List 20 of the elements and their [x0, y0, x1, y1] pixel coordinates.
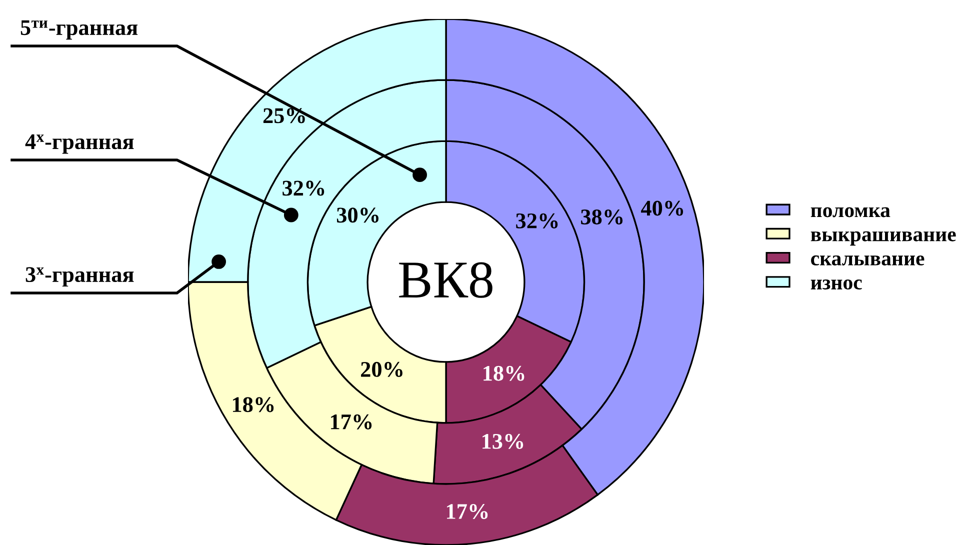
legend-label: скалывание: [811, 255, 924, 266]
legend-label: поломка: [810, 207, 890, 218]
data-label: 17%: [331, 414, 372, 430]
slice-label: 5$^{ти}$-гранная: [20, 20, 138, 40]
slice-label: 3$^{х}$-гранная: [26, 267, 134, 287]
data-label: 32%: [516, 213, 558, 228]
slice-label: 4$^{х}$-гранная: [25, 134, 134, 154]
data-label: 18%: [232, 397, 274, 412]
data-label: 17%: [447, 504, 488, 520]
data-label: 20%: [361, 362, 402, 377]
text: ВК8: [399, 262, 492, 298]
data-label: 13%: [482, 434, 524, 449]
data-label: 18%: [484, 366, 524, 381]
legend-label: износ: [810, 280, 862, 290]
data-label: 30%: [336, 208, 378, 223]
data-label: 32%: [282, 180, 324, 196]
data-label: 40%: [640, 200, 684, 216]
data-label: 25%: [263, 108, 305, 124]
legend-label: выкрашивание: [810, 231, 956, 246]
data-label: 38%: [581, 209, 623, 225]
